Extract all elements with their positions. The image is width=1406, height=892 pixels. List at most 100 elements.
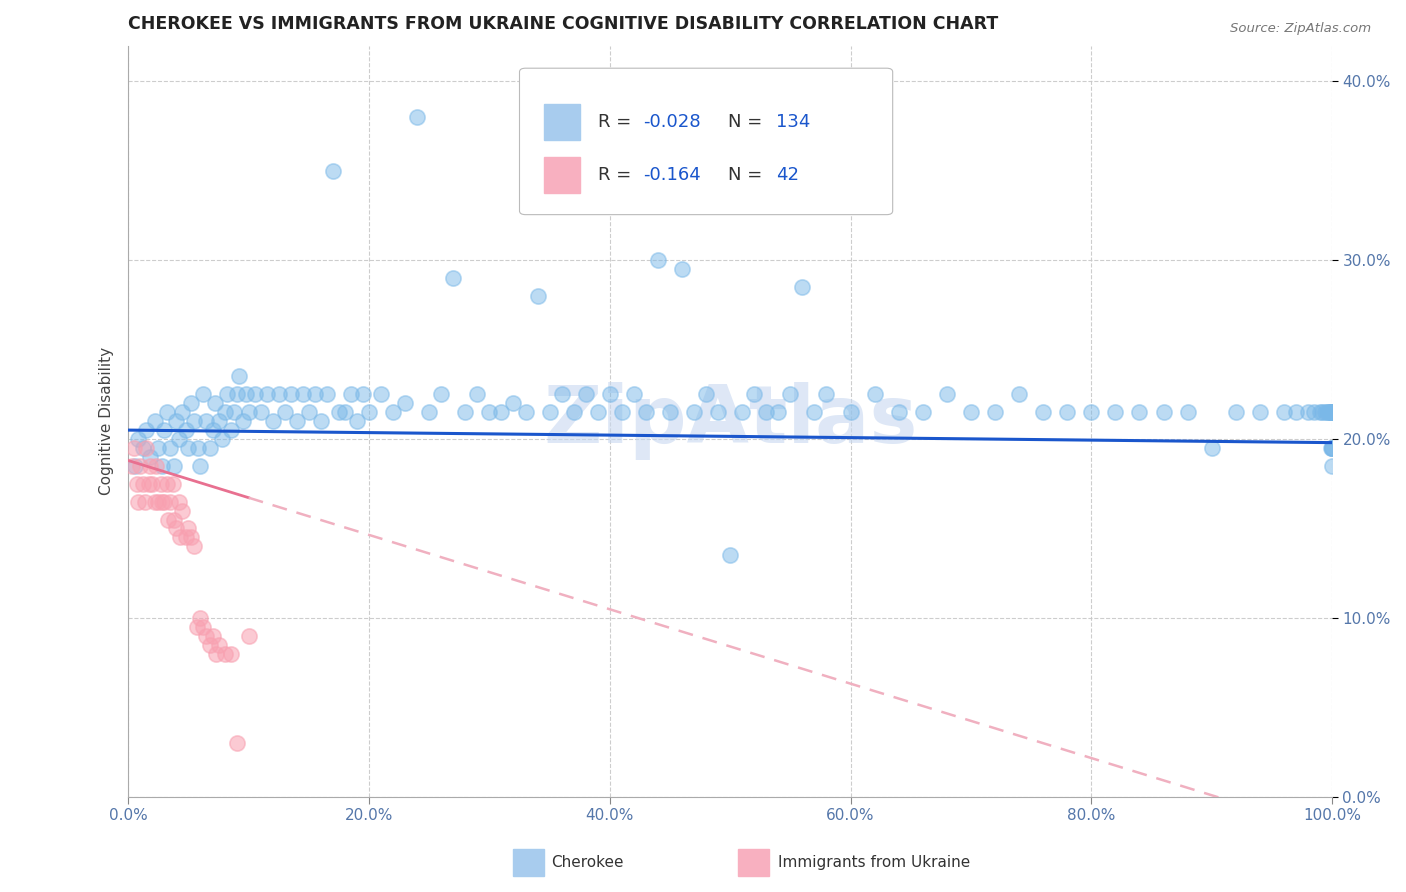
Point: [135, 441, 157, 455]
Point: [671, 262, 693, 277]
Point: [127, 432, 149, 446]
Point: [215, 387, 238, 401]
FancyBboxPatch shape: [519, 68, 893, 215]
FancyBboxPatch shape: [544, 157, 579, 193]
Point: [1272, 405, 1295, 419]
Point: [887, 405, 910, 419]
Point: [1319, 405, 1341, 419]
Point: [256, 387, 278, 401]
Point: [803, 405, 825, 419]
Point: [211, 432, 233, 446]
Point: [177, 521, 200, 535]
Point: [138, 476, 160, 491]
Point: [122, 441, 145, 455]
Point: [149, 476, 172, 491]
Point: [285, 414, 308, 428]
Point: [219, 423, 242, 437]
Point: [695, 387, 717, 401]
Point: [207, 414, 229, 428]
Point: [219, 647, 242, 661]
Point: [153, 494, 176, 508]
Point: [201, 423, 224, 437]
Point: [145, 458, 167, 473]
Point: [1312, 405, 1334, 419]
Point: [659, 405, 682, 419]
Point: [262, 414, 284, 428]
Text: 134: 134: [776, 113, 810, 131]
Point: [195, 629, 218, 643]
Point: [291, 387, 314, 401]
Point: [1309, 405, 1331, 419]
Point: [328, 405, 350, 419]
Text: 42: 42: [776, 166, 799, 184]
Point: [156, 476, 179, 491]
Point: [174, 530, 197, 544]
Point: [1296, 405, 1319, 419]
Point: [190, 458, 212, 473]
Point: [195, 414, 218, 428]
Point: [562, 405, 585, 419]
Point: [394, 396, 416, 410]
Point: [340, 387, 363, 401]
Point: [238, 405, 260, 419]
Point: [370, 387, 392, 401]
Point: [183, 539, 205, 553]
Point: [1056, 405, 1078, 419]
Point: [1320, 405, 1343, 419]
Point: [186, 620, 208, 634]
Point: [1320, 405, 1343, 419]
Point: [129, 458, 152, 473]
Point: [150, 458, 173, 473]
Point: [163, 512, 186, 526]
Point: [526, 289, 548, 303]
Point: [124, 458, 146, 473]
Point: [1225, 405, 1247, 419]
Point: [143, 494, 166, 508]
Point: [935, 387, 957, 401]
Point: [207, 638, 229, 652]
Point: [599, 387, 621, 401]
Point: [755, 405, 778, 419]
Point: [143, 414, 166, 428]
Point: [190, 611, 212, 625]
Point: [1320, 441, 1343, 455]
Point: [352, 387, 374, 401]
Point: [382, 405, 405, 419]
Point: [586, 405, 609, 419]
Point: [159, 441, 181, 455]
Point: [134, 494, 156, 508]
Point: [191, 387, 214, 401]
Point: [167, 432, 190, 446]
Point: [1320, 441, 1343, 455]
Point: [515, 405, 537, 419]
Point: [731, 405, 754, 419]
Point: [298, 405, 321, 419]
Point: [406, 110, 429, 124]
Point: [1285, 405, 1308, 419]
Point: [191, 620, 214, 634]
Point: [131, 441, 153, 455]
Point: [280, 387, 302, 401]
Point: [634, 405, 657, 419]
Text: CHEROKEE VS IMMIGRANTS FROM UKRAINE COGNITIVE DISABILITY CORRELATION CHART: CHEROKEE VS IMMIGRANTS FROM UKRAINE COGN…: [128, 15, 998, 33]
Point: [1032, 405, 1054, 419]
Point: [683, 405, 706, 419]
Point: [162, 476, 184, 491]
Point: [139, 458, 162, 473]
Point: [172, 405, 194, 419]
Point: [153, 423, 176, 437]
Point: [478, 405, 501, 419]
Point: [1249, 405, 1271, 419]
Point: [141, 476, 163, 491]
Point: [238, 629, 260, 643]
Point: [165, 414, 187, 428]
Point: [815, 387, 838, 401]
Point: [167, 494, 190, 508]
Point: [205, 647, 228, 661]
Point: [225, 736, 247, 750]
Point: [159, 494, 181, 508]
Point: [1303, 405, 1326, 419]
Point: [225, 387, 247, 401]
Point: [198, 441, 221, 455]
Point: [1317, 405, 1340, 419]
